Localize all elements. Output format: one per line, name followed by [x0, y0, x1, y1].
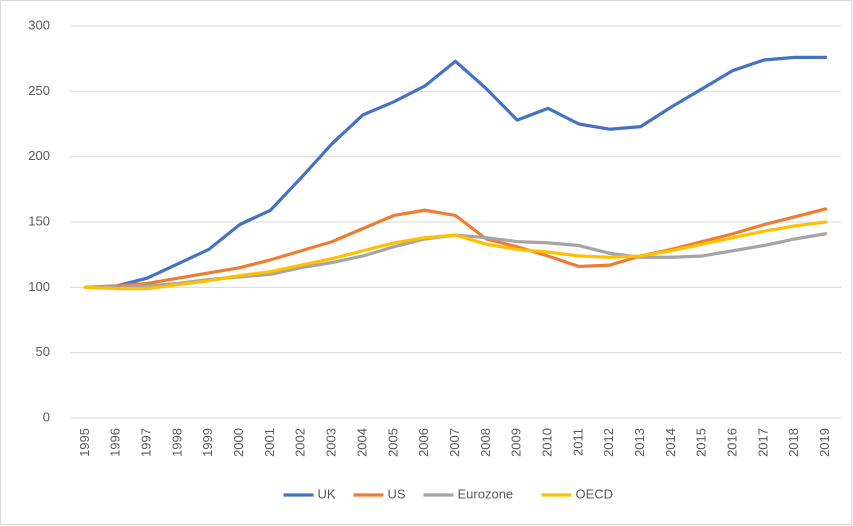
y-tick-label: 100: [28, 279, 50, 294]
y-tick-label: 250: [28, 83, 50, 98]
x-tick-label: 2004: [354, 428, 369, 457]
legend-label: Eurozone: [458, 486, 514, 501]
x-tick-label: 2016: [724, 428, 739, 457]
x-tick-label: 1996: [108, 428, 123, 457]
x-tick-label: 2006: [416, 428, 431, 457]
x-tick-label: 2000: [231, 428, 246, 457]
x-tick-label: 2002: [293, 428, 308, 457]
y-tick-label: 50: [36, 344, 50, 359]
x-tick-label: 2003: [324, 428, 339, 457]
y-tick-label: 300: [28, 17, 50, 32]
x-tick-label: 2019: [817, 428, 832, 457]
y-tick-label: 150: [28, 213, 50, 228]
y-tick-label: 200: [28, 148, 50, 163]
legend-label: UK: [318, 486, 336, 501]
x-tick-label: 2007: [447, 428, 462, 457]
x-tick-label: 2001: [262, 428, 277, 457]
x-tick-label: 2009: [509, 428, 524, 457]
x-tick-label: 1999: [200, 428, 215, 457]
x-tick-label: 2014: [663, 428, 678, 457]
x-tick-label: 1997: [139, 428, 154, 457]
x-tick-label: 1995: [77, 428, 92, 457]
x-tick-label: 1998: [169, 428, 184, 457]
x-tick-label: 2012: [601, 428, 616, 457]
x-tick-label: 2017: [755, 428, 770, 457]
x-tick-label: 2015: [694, 428, 709, 457]
x-tick-label: 2013: [632, 428, 647, 457]
series-line: [83, 220, 828, 291]
x-tick-label: 2018: [786, 428, 801, 457]
legend-label: OECD: [576, 486, 614, 501]
series-line: [83, 207, 828, 289]
x-tick-label: 2005: [385, 428, 400, 457]
y-tick-label: 0: [43, 409, 50, 424]
x-tick-label: 2008: [478, 428, 493, 457]
series-line: [83, 55, 828, 289]
x-tick-label: 2010: [539, 428, 554, 457]
legend-label: US: [388, 486, 406, 501]
x-tick-label: 2011: [570, 428, 585, 456]
